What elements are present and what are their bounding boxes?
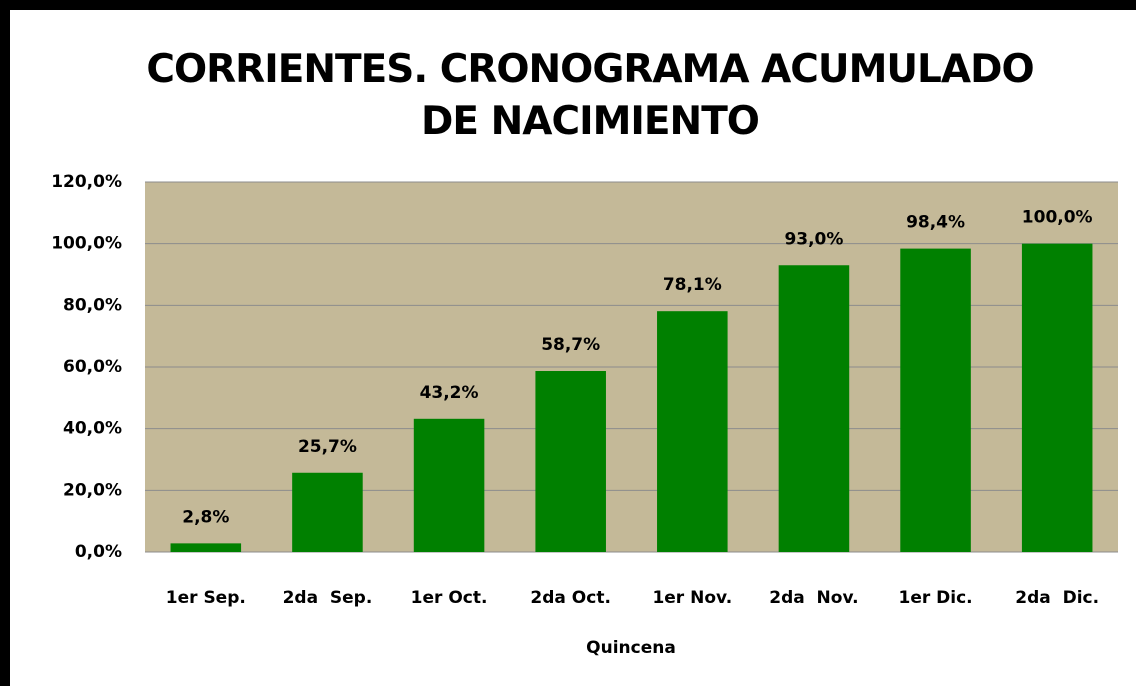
- y-tick-label: 40,0%: [63, 419, 122, 439]
- bar: [657, 311, 728, 552]
- data-label: 2,8%: [182, 507, 229, 527]
- data-label: 78,1%: [663, 275, 722, 295]
- x-tick-label: 1er Nov.: [652, 588, 732, 608]
- bar: [535, 371, 606, 552]
- bar: [1021, 243, 1093, 552]
- x-axis-title: Quincena: [586, 638, 676, 658]
- x-tick-label: 1er Oct.: [411, 588, 488, 608]
- x-tick-label: 2da Dic.: [1015, 588, 1099, 608]
- y-tick-label: 80,0%: [63, 295, 122, 315]
- bar: [900, 248, 971, 552]
- x-tick-label: 2da Oct.: [530, 588, 611, 608]
- y-tick-label: 20,0%: [63, 480, 122, 500]
- data-label: 43,2%: [420, 383, 479, 403]
- bar: [170, 543, 242, 552]
- frame-border: [0, 0, 10, 686]
- data-label: 93,0%: [784, 229, 843, 249]
- frame-border: [0, 0, 1136, 10]
- data-label: 100,0%: [1022, 208, 1093, 228]
- x-tick-label: 2da Sep.: [283, 588, 373, 608]
- x-tick-label: 1er Sep.: [166, 588, 246, 608]
- y-tick-label: 120,0%: [51, 172, 122, 192]
- data-label: 25,7%: [298, 437, 357, 457]
- x-tick-label: 1er Dic.: [898, 588, 972, 608]
- data-label: 58,7%: [541, 335, 600, 355]
- x-tick-label: 2da Nov.: [769, 588, 858, 608]
- chart-title: CORRIENTES. CRONOGRAMA ACUMULADO DE NACI…: [146, 47, 1034, 144]
- bar: [292, 472, 363, 552]
- data-label: 98,4%: [906, 213, 965, 233]
- y-tick-label: 100,0%: [51, 234, 122, 254]
- y-tick-label: 60,0%: [63, 357, 122, 377]
- bar: [778, 265, 850, 552]
- bar: [413, 418, 485, 552]
- y-tick-label: 0,0%: [75, 542, 122, 562]
